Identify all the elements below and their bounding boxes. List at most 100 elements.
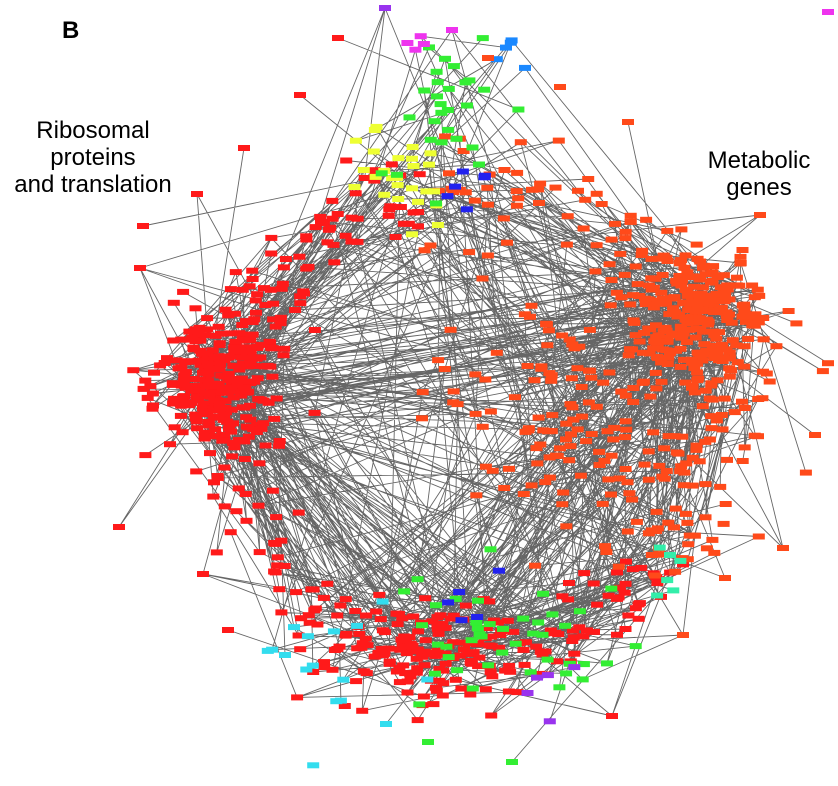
gene-node: [424, 242, 437, 249]
gene-node: [677, 561, 689, 568]
gene-node: [353, 631, 366, 637]
gene-node: [240, 517, 253, 524]
gene-node: [506, 759, 518, 765]
gene-node: [262, 399, 275, 406]
gene-node: [453, 589, 466, 595]
gene-node: [246, 267, 259, 274]
gene-node: [463, 77, 476, 84]
gene-node: [706, 396, 719, 403]
gene-node: [627, 317, 640, 324]
gene-node: [113, 524, 125, 530]
gene-node: [577, 661, 590, 668]
gene-node: [439, 660, 452, 667]
gene-node: [483, 642, 496, 649]
gene-node: [757, 315, 770, 321]
gene-node: [244, 337, 257, 344]
gene-node: [227, 394, 240, 401]
gene-node: [520, 639, 532, 646]
gene-node: [418, 87, 431, 94]
gene-node: [411, 717, 424, 724]
gene-node: [703, 351, 716, 358]
gene-node: [223, 384, 236, 391]
gene-node: [672, 450, 685, 457]
gene-node: [295, 615, 308, 622]
gene-node: [137, 385, 150, 392]
gene-node: [648, 299, 660, 306]
gene-node: [647, 345, 660, 352]
gene-node: [717, 520, 730, 527]
gene-node: [350, 678, 363, 685]
gene-node: [471, 625, 484, 632]
gene-node: [645, 527, 658, 534]
gene-node: [469, 410, 482, 417]
gene-node: [435, 109, 448, 116]
gene-node: [465, 637, 478, 644]
gene-node: [421, 676, 434, 683]
gene-node: [624, 218, 637, 225]
gene-node: [756, 395, 769, 402]
gene-node: [699, 308, 712, 315]
gene-node: [582, 399, 595, 406]
gene-node: [537, 590, 550, 597]
gene-node: [723, 365, 736, 372]
gene-node: [480, 625, 493, 632]
gene-node: [476, 35, 489, 42]
gene-node: [236, 286, 249, 293]
gene-node: [458, 646, 470, 653]
gene-node: [273, 438, 286, 444]
gene-node: [258, 285, 270, 292]
gene-node: [599, 543, 611, 550]
gene-node: [251, 291, 264, 298]
gene-node: [479, 463, 492, 470]
gene-node: [583, 367, 595, 374]
gene-node: [639, 301, 652, 308]
gene-node: [585, 431, 598, 437]
gene-node: [502, 688, 515, 695]
gene-node: [532, 619, 545, 626]
gene-node: [351, 645, 364, 652]
gene-node: [543, 454, 556, 461]
gene-node: [533, 200, 545, 206]
gene-node: [318, 659, 330, 666]
gene-node: [541, 656, 554, 663]
gene-node: [168, 395, 180, 402]
gene-node: [652, 332, 665, 339]
gene-node: [289, 307, 302, 313]
gene-node: [259, 302, 272, 308]
gene-node: [632, 601, 645, 608]
gene-node: [268, 539, 281, 546]
gene-node: [228, 344, 241, 351]
gene-node: [485, 712, 498, 719]
gene-node: [679, 510, 692, 517]
gene-node: [261, 362, 274, 369]
gene-node: [705, 279, 717, 286]
gene-node: [308, 607, 321, 614]
gene-node: [528, 377, 541, 384]
gene-node: [432, 630, 445, 637]
gene-node: [402, 643, 415, 650]
gene-node: [457, 148, 470, 154]
gene-node: [657, 252, 670, 259]
gene-node: [212, 323, 225, 330]
gene-node: [208, 479, 220, 486]
gene-node: [189, 305, 202, 312]
gene-node: [693, 458, 706, 465]
gene-node: [401, 40, 414, 46]
gene-node: [245, 354, 258, 361]
gene-node: [430, 68, 443, 75]
gene-node: [410, 669, 423, 676]
gene-node: [686, 384, 698, 391]
gene-node: [198, 435, 211, 442]
gene-node: [456, 168, 469, 175]
gene-node: [207, 414, 220, 420]
gene-node: [566, 341, 579, 348]
gene-node: [681, 269, 694, 276]
gene-node: [378, 650, 391, 657]
gene-node: [264, 286, 277, 293]
gene-node: [536, 631, 549, 638]
gene-node: [521, 363, 534, 369]
gene-node: [172, 365, 185, 372]
gene-node: [197, 405, 209, 412]
gene-node: [721, 317, 734, 323]
gene-node: [357, 167, 370, 173]
